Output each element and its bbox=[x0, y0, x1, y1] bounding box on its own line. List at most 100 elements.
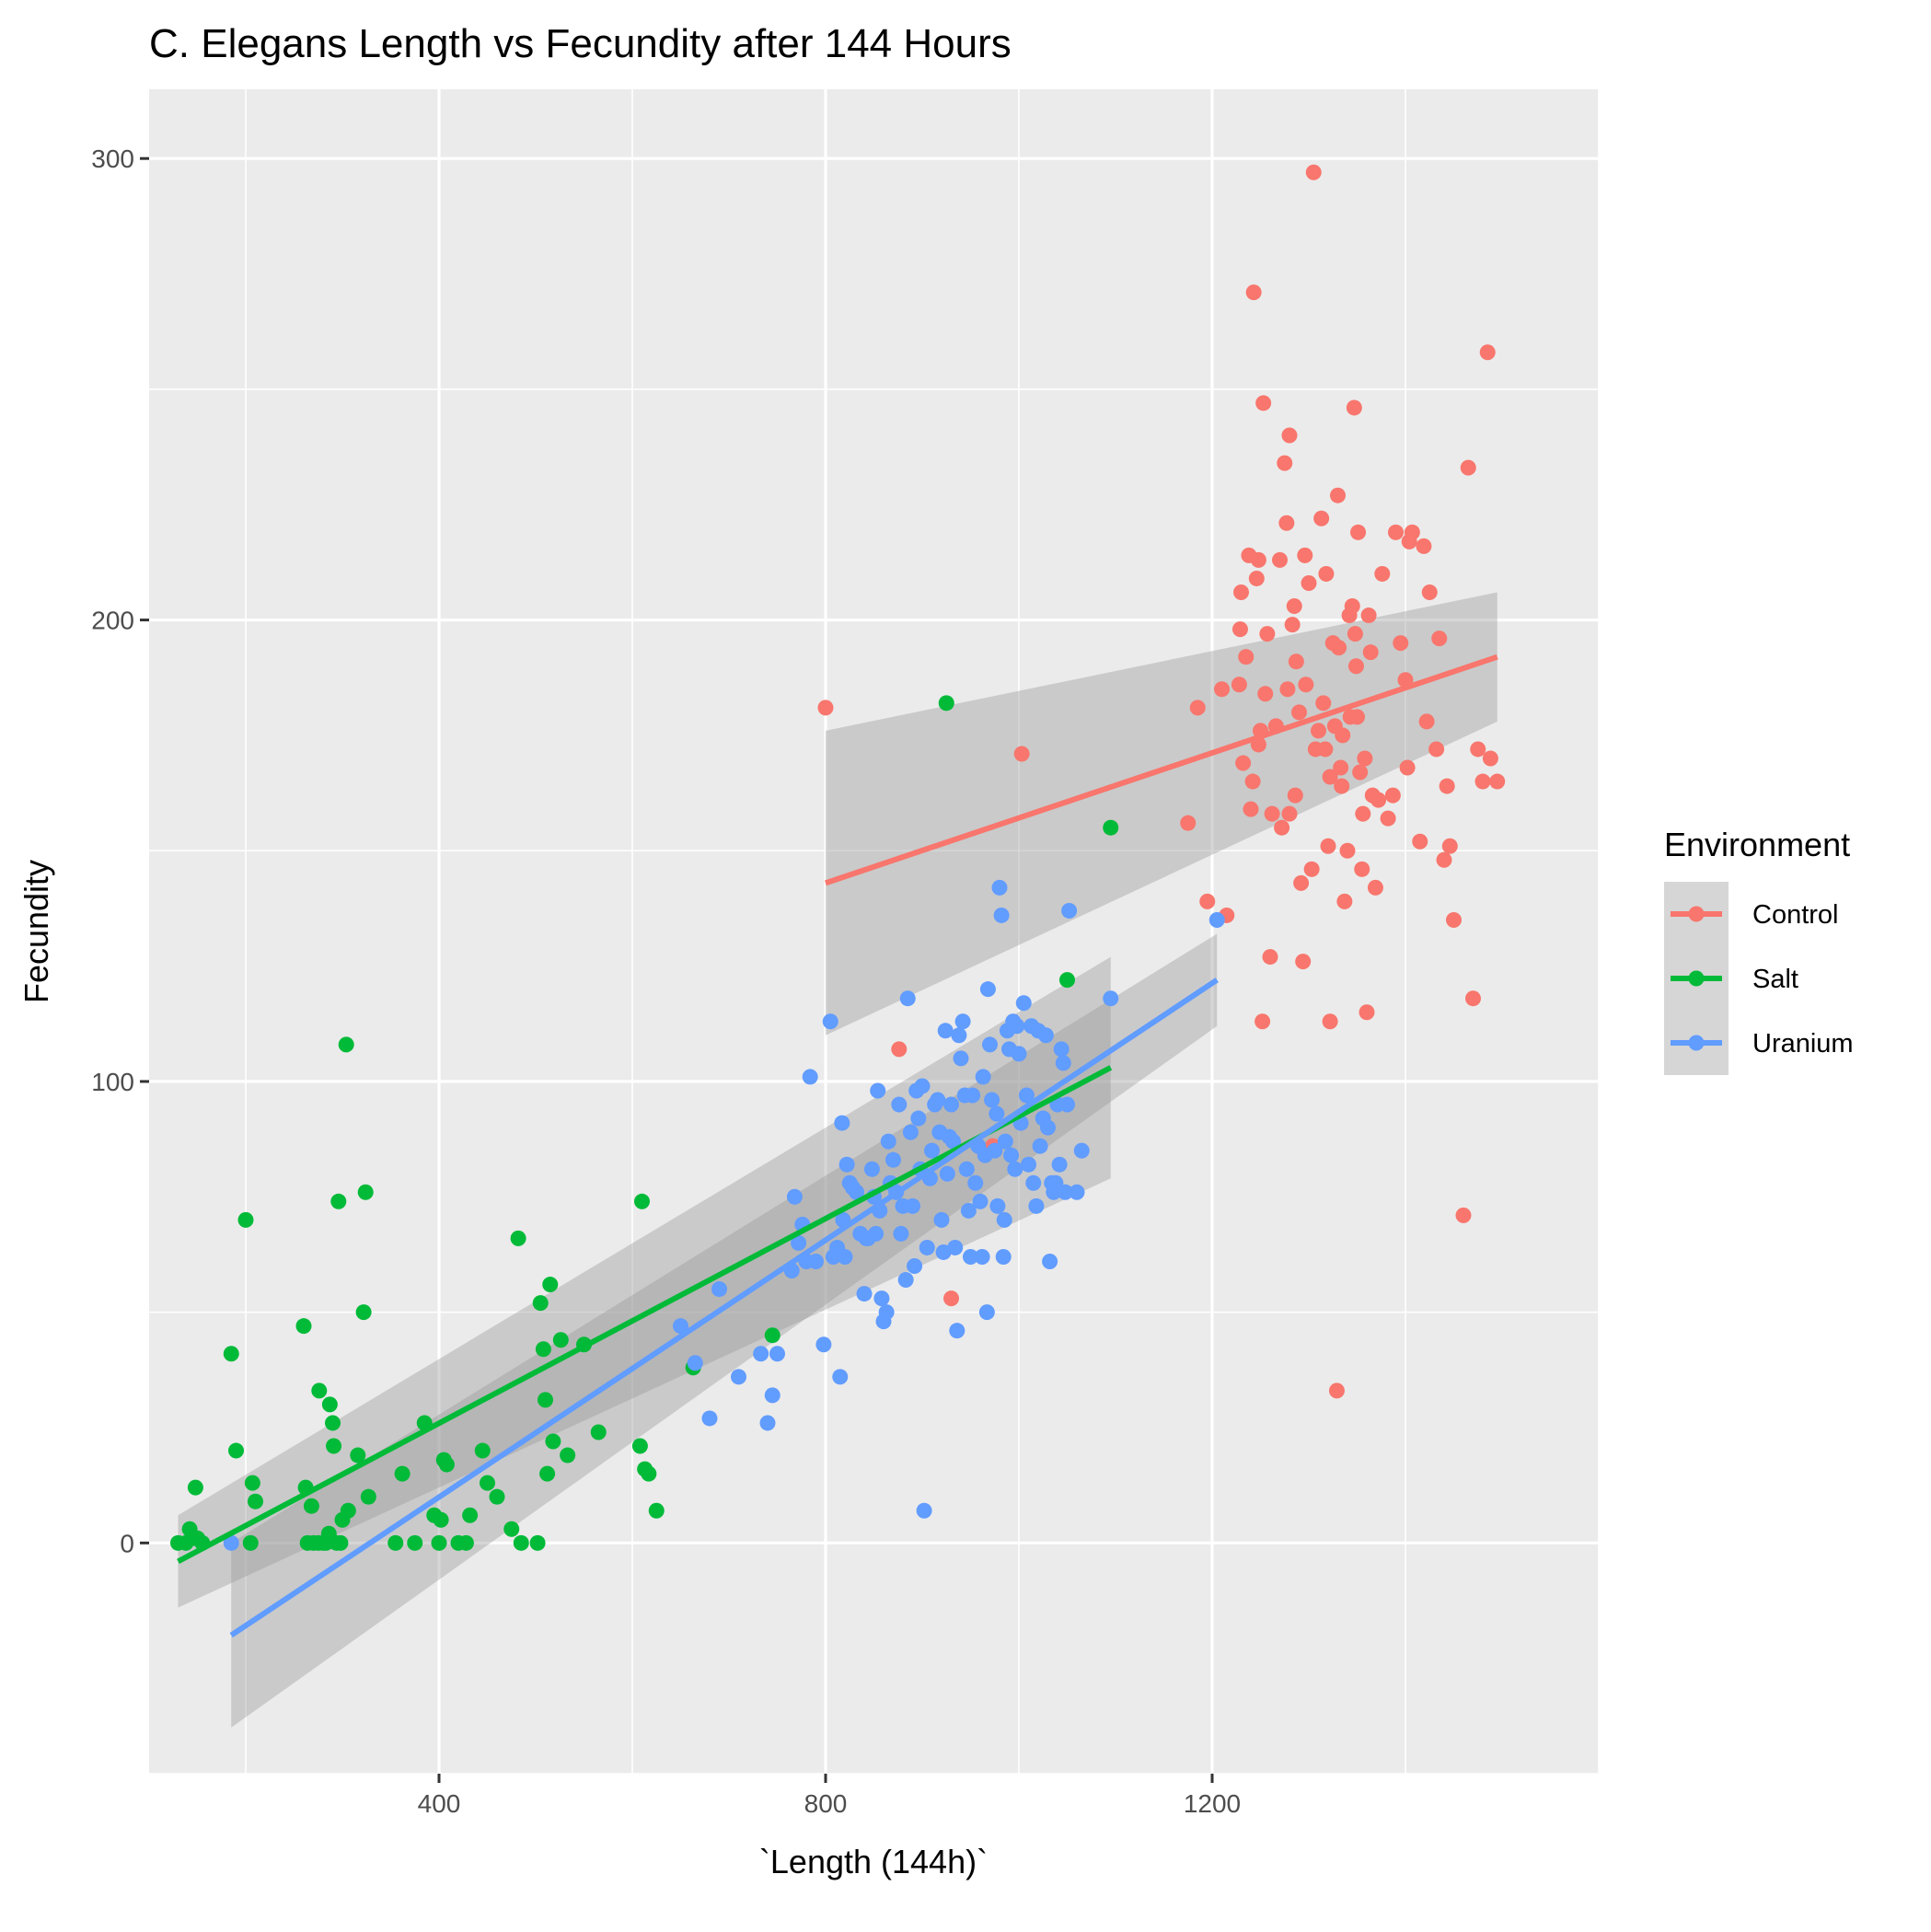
point-control bbox=[1333, 759, 1349, 776]
point-uranium bbox=[916, 1502, 932, 1519]
point-control bbox=[1293, 874, 1310, 891]
point-salt bbox=[431, 1534, 447, 1551]
point-uranium bbox=[975, 1069, 991, 1085]
point-salt bbox=[538, 1392, 553, 1408]
point-control bbox=[1235, 755, 1252, 771]
point-uranium bbox=[1047, 1174, 1064, 1191]
point-salt bbox=[542, 1277, 559, 1293]
point-uranium bbox=[945, 1133, 962, 1150]
point-uranium bbox=[870, 1082, 886, 1099]
point-control bbox=[1322, 1013, 1338, 1030]
point-uranium bbox=[837, 1248, 853, 1265]
legend-label-control: Control bbox=[1752, 900, 1839, 930]
point-control bbox=[1360, 607, 1377, 624]
point-uranium bbox=[997, 1133, 1013, 1150]
point-salt bbox=[535, 1341, 551, 1358]
point-control bbox=[1421, 584, 1438, 600]
point-uranium bbox=[791, 1234, 807, 1251]
point-control bbox=[1322, 769, 1338, 785]
point-salt bbox=[338, 1036, 354, 1053]
point-uranium bbox=[972, 1193, 989, 1209]
point-control bbox=[1248, 570, 1265, 586]
point-uranium bbox=[933, 1211, 950, 1228]
point-control bbox=[1331, 640, 1347, 656]
point-uranium bbox=[1059, 1096, 1075, 1113]
point-uranium bbox=[907, 1257, 923, 1274]
point-control bbox=[1357, 750, 1373, 767]
point-salt bbox=[1103, 819, 1119, 836]
point-uranium bbox=[954, 1013, 971, 1030]
point-uranium bbox=[731, 1369, 746, 1385]
point-control bbox=[1347, 658, 1364, 675]
point-control bbox=[1418, 713, 1435, 730]
point-uranium bbox=[978, 1304, 995, 1321]
point-salt bbox=[539, 1465, 556, 1482]
legend-key-salt bbox=[1664, 946, 1729, 1011]
point-control bbox=[1305, 164, 1322, 180]
point-control bbox=[1243, 801, 1259, 817]
legend: Environment Control Salt Uranium bbox=[1664, 826, 1854, 1075]
point-control bbox=[1311, 723, 1326, 739]
point-control bbox=[1288, 654, 1304, 670]
point-control bbox=[1231, 621, 1248, 638]
data-points bbox=[170, 164, 1506, 1551]
point-uranium bbox=[939, 1165, 955, 1182]
x-tick-label: 1200 bbox=[1184, 1789, 1241, 1818]
point-uranium bbox=[1069, 1184, 1085, 1200]
point-salt bbox=[303, 1498, 319, 1514]
point-control bbox=[1384, 787, 1401, 804]
y-tick-label: 100 bbox=[91, 1068, 134, 1096]
point-control bbox=[1284, 617, 1301, 633]
point-control bbox=[1231, 677, 1247, 693]
point-salt bbox=[340, 1502, 356, 1519]
point-salt bbox=[938, 695, 954, 711]
point-salt bbox=[237, 1211, 254, 1228]
point-uranium bbox=[759, 1415, 776, 1431]
point-salt bbox=[242, 1534, 259, 1551]
point-control bbox=[1465, 990, 1481, 1007]
point-salt bbox=[590, 1424, 607, 1440]
point-uranium bbox=[963, 1248, 978, 1265]
point-control bbox=[1359, 1004, 1375, 1021]
point-control bbox=[1334, 778, 1350, 794]
y-axis-title: Fecundity bbox=[17, 860, 55, 1003]
point-salt bbox=[641, 1465, 657, 1482]
point-control bbox=[1291, 704, 1307, 721]
point-control bbox=[1297, 547, 1313, 563]
point-salt bbox=[1059, 972, 1075, 989]
point-salt bbox=[394, 1465, 410, 1482]
y-tick-label: 0 bbox=[120, 1529, 134, 1557]
point-uranium bbox=[991, 879, 1008, 896]
point-control bbox=[1428, 741, 1445, 758]
point-control bbox=[1013, 746, 1030, 762]
point-control bbox=[1412, 833, 1428, 850]
point-uranium bbox=[832, 1369, 849, 1385]
point-control bbox=[1245, 284, 1262, 301]
point-control bbox=[1255, 395, 1272, 411]
point-control bbox=[1404, 524, 1420, 540]
plot-panel bbox=[149, 89, 1599, 1774]
point-control bbox=[1180, 815, 1197, 831]
point-uranium bbox=[1051, 1156, 1068, 1173]
point-uranium bbox=[1032, 1138, 1048, 1154]
point-salt bbox=[332, 1534, 349, 1551]
point-uranium bbox=[919, 1239, 935, 1255]
point-salt bbox=[355, 1304, 372, 1321]
point-uranium bbox=[1025, 1174, 1042, 1191]
point-control bbox=[1370, 792, 1387, 808]
point-salt bbox=[244, 1475, 260, 1491]
point-control bbox=[1317, 741, 1334, 758]
point-control bbox=[1470, 741, 1486, 758]
point-uranium bbox=[996, 1211, 1012, 1228]
point-control bbox=[1416, 538, 1432, 554]
point-salt bbox=[325, 1415, 341, 1431]
point-control bbox=[1281, 805, 1298, 822]
point-salt bbox=[457, 1534, 474, 1551]
x-tick-label: 400 bbox=[418, 1789, 461, 1818]
axes: 0 100 200 300 400 800 1200 bbox=[91, 145, 1241, 1818]
point-control bbox=[1264, 805, 1280, 822]
legend-label-salt: Salt bbox=[1752, 965, 1798, 994]
point-uranium bbox=[960, 1202, 977, 1219]
point-uranium bbox=[868, 1225, 885, 1242]
point-uranium bbox=[769, 1346, 785, 1362]
